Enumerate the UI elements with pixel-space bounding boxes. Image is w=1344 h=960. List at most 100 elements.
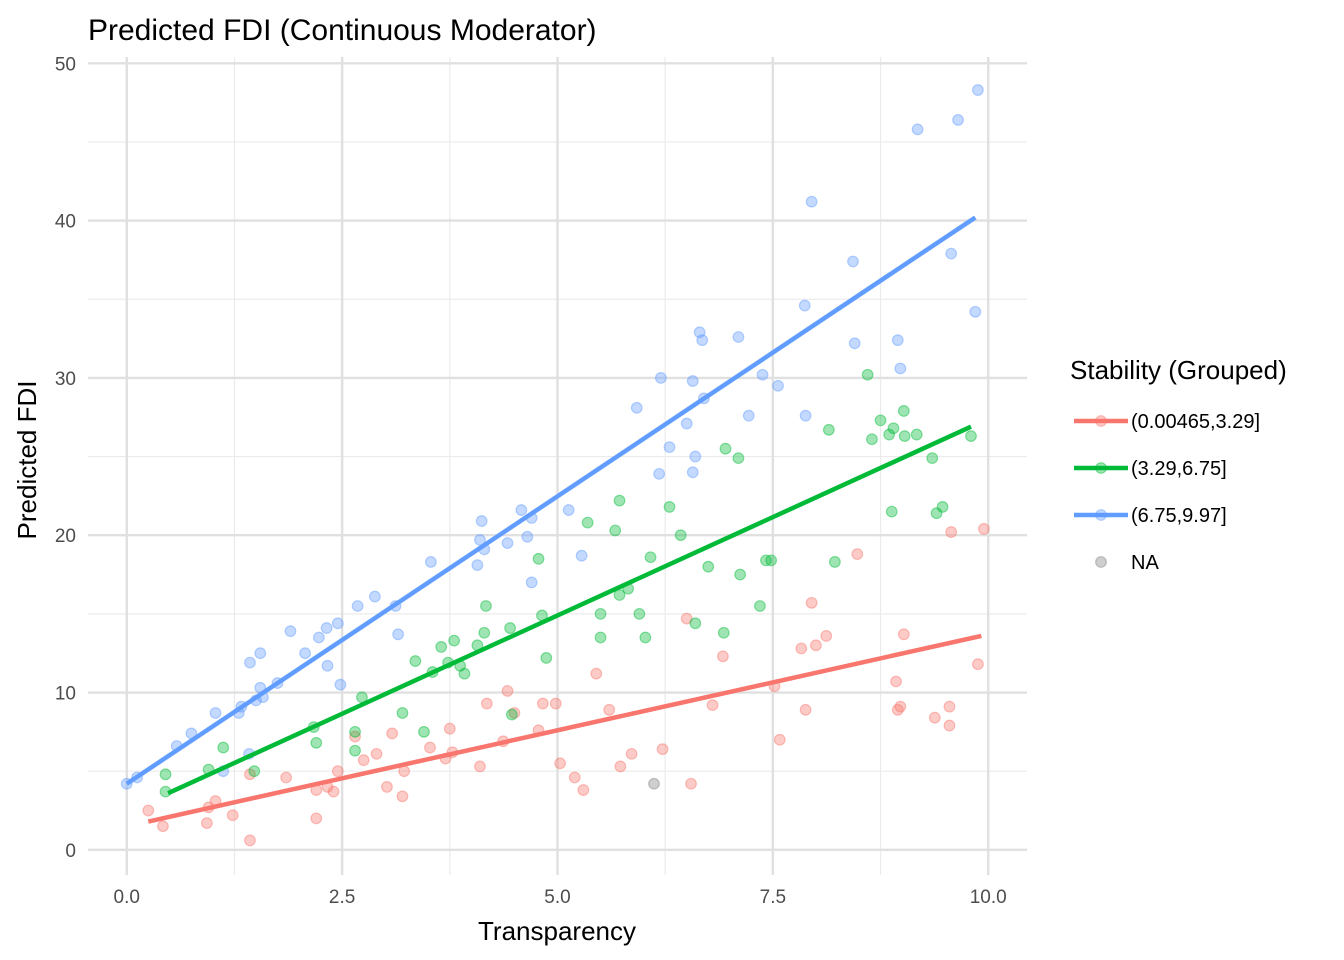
y-tick-label: 10 bbox=[55, 684, 76, 705]
data-point bbox=[674, 529, 687, 542]
legend-label: NA bbox=[1131, 552, 1159, 574]
data-point bbox=[717, 650, 729, 663]
y-tick-label: 20 bbox=[55, 526, 76, 547]
data-point bbox=[732, 331, 745, 343]
data-point bbox=[478, 626, 491, 639]
data-point bbox=[157, 820, 169, 833]
data-point bbox=[554, 757, 566, 770]
fit-lines bbox=[125, 215, 982, 824]
data-point bbox=[894, 362, 907, 375]
data-point bbox=[525, 576, 538, 589]
data-point bbox=[911, 123, 924, 136]
data-point bbox=[409, 655, 422, 667]
data-point bbox=[897, 405, 910, 417]
x-tick-label: 2.5 bbox=[329, 887, 355, 908]
data-point bbox=[142, 804, 155, 817]
data-point bbox=[891, 703, 904, 716]
data-point bbox=[861, 368, 874, 381]
data-point bbox=[159, 768, 172, 781]
data-point bbox=[284, 625, 297, 638]
data-point bbox=[799, 703, 812, 716]
data-point bbox=[536, 697, 549, 710]
data-point bbox=[474, 760, 486, 773]
data-point bbox=[822, 423, 835, 436]
data-point bbox=[928, 711, 941, 724]
data-point bbox=[754, 600, 766, 612]
data-point bbox=[805, 195, 818, 208]
y-tick-label: 40 bbox=[55, 212, 76, 233]
data-point bbox=[357, 754, 370, 767]
data-point bbox=[732, 452, 745, 465]
data-point bbox=[244, 834, 256, 847]
data-point bbox=[810, 639, 822, 652]
chart-title: Predicted FDI (Continuous Moderator) bbox=[88, 14, 597, 47]
data-point bbox=[686, 466, 699, 479]
legend-item: (3.29,6.75] bbox=[1074, 458, 1227, 480]
data-point bbox=[644, 551, 657, 564]
data-point bbox=[851, 548, 864, 560]
data-point bbox=[581, 516, 594, 529]
data-point bbox=[254, 647, 267, 660]
y-tick-label: 0 bbox=[65, 841, 76, 862]
data-point bbox=[885, 505, 898, 518]
data-point bbox=[386, 727, 398, 740]
data-point bbox=[609, 524, 622, 537]
data-point bbox=[594, 607, 607, 620]
legend-title: Stability (Grouped) bbox=[1070, 355, 1287, 385]
data-point bbox=[680, 417, 693, 430]
data-point bbox=[334, 678, 347, 691]
data-point bbox=[603, 703, 616, 716]
data-point bbox=[396, 707, 409, 719]
data-point bbox=[653, 467, 666, 480]
data-point bbox=[633, 607, 646, 620]
data-point bbox=[480, 600, 492, 612]
data-point bbox=[504, 622, 517, 634]
data-point bbox=[614, 760, 627, 773]
data-point bbox=[475, 515, 488, 527]
data-point bbox=[717, 626, 730, 639]
legend-item: (0.00465,3.29] bbox=[1074, 411, 1260, 433]
grid bbox=[88, 57, 1027, 875]
data-point bbox=[435, 641, 448, 653]
data-point bbox=[773, 733, 786, 746]
data-point bbox=[418, 725, 430, 738]
data-point bbox=[577, 784, 590, 796]
legend-key-point bbox=[1095, 462, 1107, 474]
data-point bbox=[760, 554, 772, 567]
data-point bbox=[368, 590, 381, 603]
data-point bbox=[910, 428, 923, 441]
data-point bbox=[798, 299, 811, 312]
data-point bbox=[562, 504, 575, 516]
data-point bbox=[828, 556, 841, 568]
x-axis-ticks: 0.0 2.5 5.0 7.5 10.0 bbox=[114, 887, 1007, 908]
data-point bbox=[448, 634, 461, 647]
data-point bbox=[381, 781, 393, 793]
data-point bbox=[351, 600, 364, 612]
data-point bbox=[458, 667, 471, 680]
data-point bbox=[897, 628, 910, 641]
data-point bbox=[945, 247, 958, 260]
data-point bbox=[930, 507, 943, 520]
data-point bbox=[943, 719, 956, 732]
data-point bbox=[312, 631, 325, 644]
data-point bbox=[320, 622, 333, 634]
data-point bbox=[200, 817, 213, 829]
data-point bbox=[945, 526, 958, 538]
data-point bbox=[702, 560, 715, 573]
data-point bbox=[349, 725, 361, 738]
data-point bbox=[639, 631, 652, 644]
data-point bbox=[540, 652, 553, 664]
data-point bbox=[719, 442, 732, 455]
data-point bbox=[654, 372, 667, 384]
data-point bbox=[805, 596, 818, 609]
data-point bbox=[310, 812, 323, 825]
data-point bbox=[594, 631, 607, 644]
legend-item: NA bbox=[1095, 552, 1159, 574]
x-tick-label: 10.0 bbox=[970, 887, 1007, 908]
data-point bbox=[887, 422, 900, 435]
data-point bbox=[696, 334, 709, 347]
fit-line bbox=[147, 633, 982, 824]
data-point bbox=[894, 700, 907, 713]
